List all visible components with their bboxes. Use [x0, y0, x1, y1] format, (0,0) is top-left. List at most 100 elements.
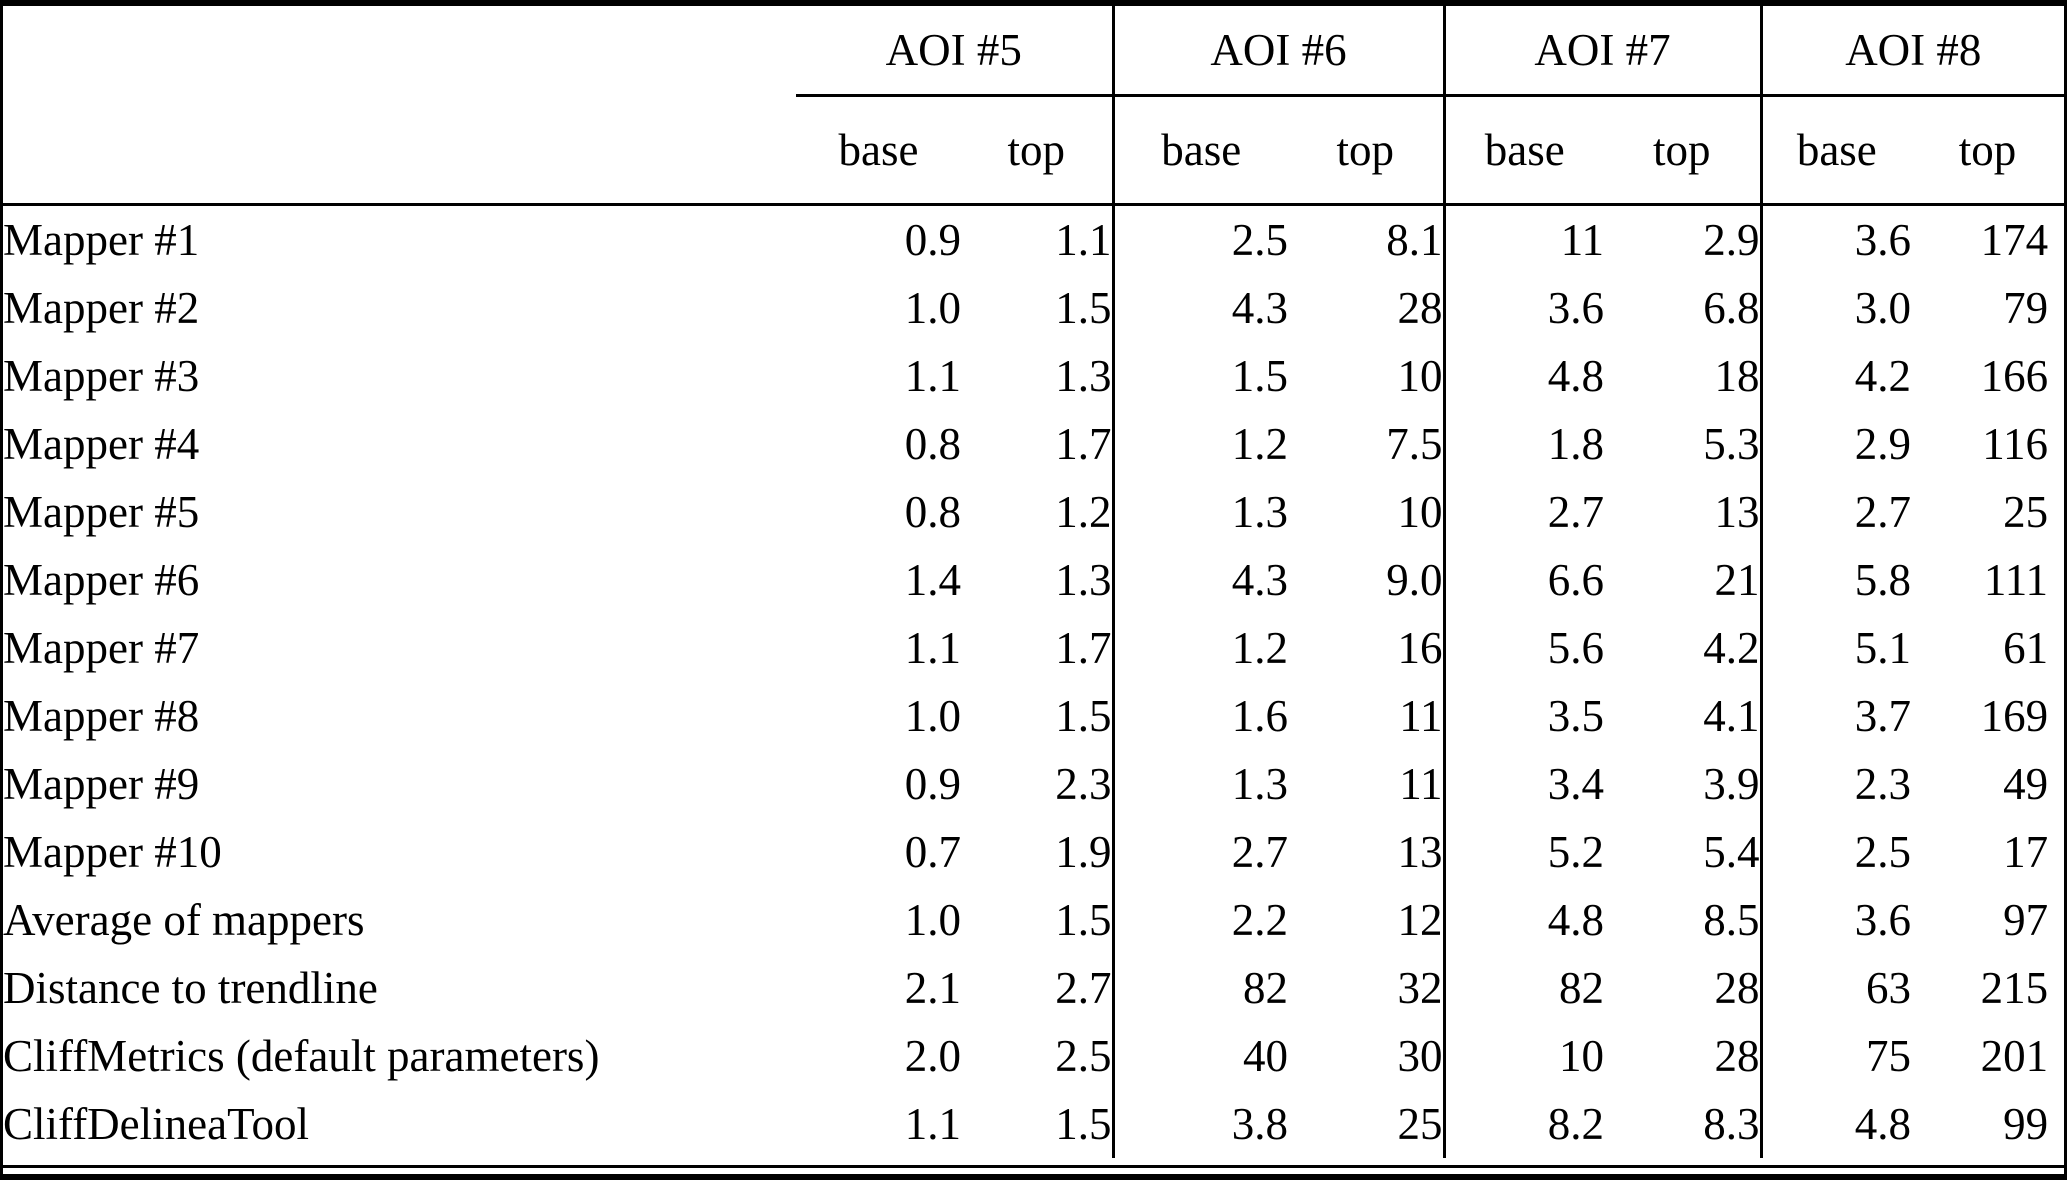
table-cell: 2.7 — [1759, 478, 1912, 546]
table-cell: 17 — [2003, 827, 2049, 877]
table-cell: 2.3 — [1055, 759, 1112, 809]
table-cell: 97 — [2003, 895, 2049, 945]
table-cell: 5.2 — [1442, 818, 1605, 886]
table-cell: 201 — [1980, 1031, 2049, 1081]
table-row-mapper-1: Mapper #1 0.9 1.1 2.5 8.1 11 2.9 3.6 174 — [3, 204, 2064, 274]
table-cell: 5.3 — [1703, 419, 1760, 469]
table-cell: 9.0 — [1386, 555, 1443, 605]
aoi7-header: AOI #7 — [1442, 6, 1762, 97]
table-cell: 0.8 — [904, 487, 961, 537]
table-cell: 174 — [1980, 215, 2049, 265]
table-cell: 166 — [1980, 351, 2049, 401]
table-cell: 4.3 — [1111, 546, 1289, 614]
sub-header-blank-cell — [3, 95, 796, 206]
table-cell: 1.3 — [1055, 351, 1112, 401]
table-cell: 12 — [1397, 895, 1443, 945]
row-label: Mapper #8 — [3, 691, 200, 741]
table-cell: 3.0 — [1759, 274, 1912, 342]
table-cell: 0.9 — [904, 759, 961, 809]
aoi5-top-header: top — [961, 95, 1114, 206]
table-cell: 1.1 — [1055, 215, 1112, 265]
aoi6-top-header: top — [1288, 95, 1445, 206]
table-cell: 10 — [1397, 351, 1443, 401]
table-cell: 1.7 — [1055, 419, 1112, 469]
table-header: AOI #5 AOI #6 AOI #7 AOI #8 base top bas… — [3, 6, 2065, 206]
table-cell: 3.8 — [1111, 1090, 1289, 1158]
table-cell: 1.6 — [1111, 682, 1289, 750]
table-cell: 13 — [1714, 487, 1760, 537]
table-cell: 0.7 — [904, 827, 961, 877]
aoi6-base-header: base — [1111, 95, 1289, 206]
table-cell: 8.2 — [1442, 1090, 1605, 1158]
table-cell: 4.2 — [1703, 623, 1760, 673]
table-cell: 5.4 — [1703, 827, 1760, 877]
table-cell: 10 — [1397, 487, 1443, 537]
table-row-cliffmetrics: CliffMetrics (default parameters) 2.0 2.… — [3, 1022, 2064, 1090]
table-cell: 169 — [1980, 691, 2049, 741]
table-cell: 5.8 — [1759, 546, 1912, 614]
table-row-mapper-8: Mapper #8 1.0 1.5 1.6 11 3.5 4.1 3.7 169 — [3, 682, 2064, 750]
table-cell: 1.1 — [904, 351, 961, 401]
table-cell: 215 — [1980, 963, 2049, 1013]
corner-blank-cell — [3, 6, 796, 96]
table-row-mapper-2: Mapper #2 1.0 1.5 4.3 28 3.6 6.8 3.0 79 — [3, 274, 2064, 342]
aoi6-header: AOI #6 — [1111, 6, 1445, 97]
table-cell: 4.8 — [1759, 1090, 1912, 1158]
table-cell: 1.3 — [1111, 750, 1289, 818]
table-cell: 1.0 — [904, 283, 961, 333]
table-row-mapper-3: Mapper #3 1.1 1.3 1.5 10 4.8 18 4.2 166 — [3, 342, 2064, 410]
table-cell: 1.0 — [904, 895, 961, 945]
table-cell: 25 — [2003, 487, 2049, 537]
table-row-mapper-4: Mapper #4 0.8 1.7 1.2 7.5 1.8 5.3 2.9 11… — [3, 410, 2064, 478]
table-cell: 4.2 — [1759, 342, 1912, 410]
table-cell: 10 — [1442, 1022, 1605, 1090]
table-cell: 82 — [1111, 954, 1289, 1022]
bottom-double-rule — [3, 1165, 2064, 1173]
table-cell: 75 — [1759, 1022, 1912, 1090]
table-cell: 18 — [1714, 351, 1760, 401]
table-cell: 25 — [1397, 1099, 1443, 1149]
table-row-mapper-6: Mapper #6 1.4 1.3 4.3 9.0 6.6 21 5.8 111 — [3, 546, 2064, 614]
table-cell: 4.8 — [1442, 886, 1605, 954]
table-row-mapper-5: Mapper #5 0.8 1.2 1.3 10 2.7 13 2.7 25 — [3, 478, 2064, 546]
table-cell: 21 — [1714, 555, 1760, 605]
table-cell: 1.5 — [1111, 342, 1289, 410]
table-cell: 6.6 — [1442, 546, 1605, 614]
table-cell: 2.2 — [1111, 886, 1289, 954]
aoi-header-row: AOI #5 AOI #6 AOI #7 AOI #8 — [3, 6, 2065, 97]
table-cell: 82 — [1442, 954, 1605, 1022]
table-cell: 1.1 — [904, 623, 961, 673]
row-label: CliffMetrics (default parameters) — [3, 1031, 600, 1081]
table-cell: 2.7 — [1055, 963, 1112, 1013]
table-cell: 4.3 — [1111, 274, 1289, 342]
table-cell: 28 — [1397, 283, 1443, 333]
table-cell: 11 — [1442, 204, 1605, 274]
sub-header-row: base top base top base top base top — [3, 95, 2065, 206]
table-cell: 11 — [1399, 691, 1443, 741]
aoi8-top-header: top — [1911, 95, 2065, 206]
table-cell: 3.6 — [1442, 274, 1605, 342]
table-cell: 49 — [2003, 759, 2049, 809]
aoi5-header: AOI #5 — [796, 6, 1114, 97]
table-cell: 1.9 — [1055, 827, 1112, 877]
table-cell: 28 — [1714, 1031, 1760, 1081]
table-row-mapper-10: Mapper #10 0.7 1.9 2.7 13 5.2 5.4 2.5 17 — [3, 818, 2064, 886]
aoi7-top-header: top — [1604, 95, 1762, 206]
aoi8-base-header: base — [1759, 95, 1912, 206]
table-row-mapper-9: Mapper #9 0.9 2.3 1.3 11 3.4 3.9 2.3 49 — [3, 750, 2064, 818]
table-cell: 1.2 — [1055, 487, 1112, 537]
row-label: Mapper #1 — [3, 215, 200, 265]
table-cell: 5.6 — [1442, 614, 1605, 682]
table-row-average: Average of mappers 1.0 1.5 2.2 12 4.8 8.… — [3, 886, 2064, 954]
table-cell: 4.1 — [1703, 691, 1760, 741]
table-cell: 63 — [1759, 954, 1912, 1022]
table-cell: 8.3 — [1703, 1099, 1760, 1149]
table-cell: 61 — [2003, 623, 2049, 673]
table-cell: 4.8 — [1442, 342, 1605, 410]
table-cell: 40 — [1111, 1022, 1289, 1090]
table-cell: 2.7 — [1442, 478, 1605, 546]
table-cell: 28 — [1714, 963, 1760, 1013]
table-cell: 79 — [2003, 283, 2049, 333]
row-label: Mapper #6 — [3, 555, 200, 605]
table-cell: 2.5 — [1055, 1031, 1112, 1081]
